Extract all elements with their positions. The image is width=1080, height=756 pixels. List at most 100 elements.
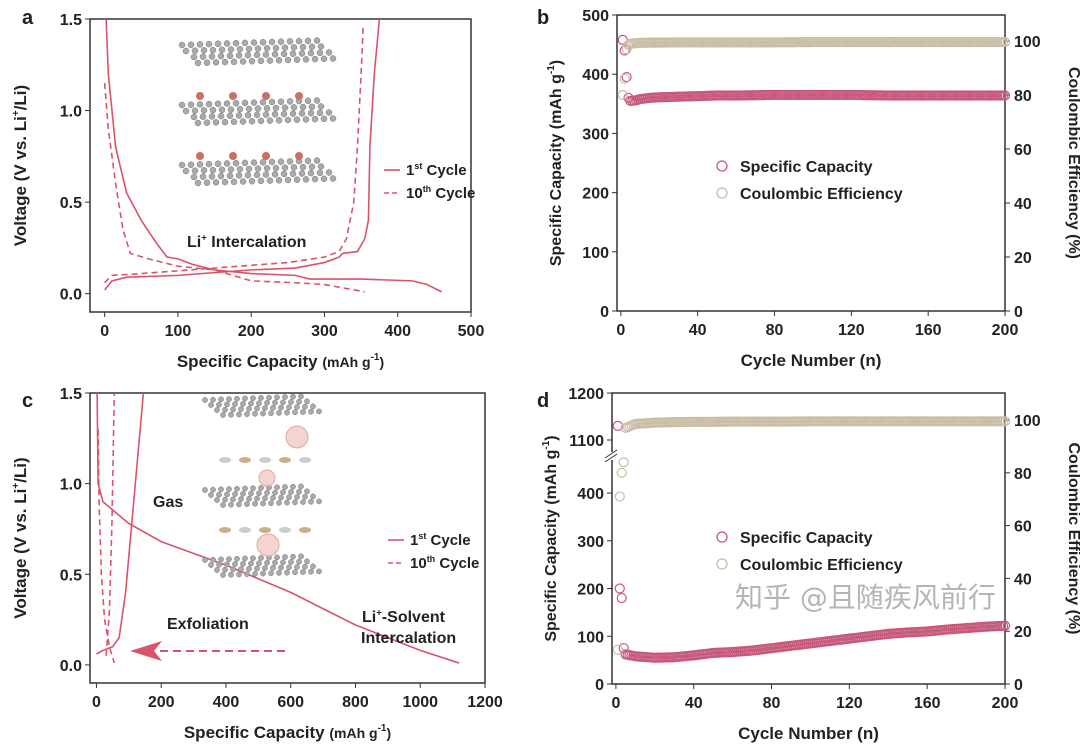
graphene-atom (302, 563, 308, 570)
graphene-atom (222, 406, 228, 413)
graphene-atom (221, 58, 229, 66)
x-tick-label: 160 (915, 322, 942, 339)
graphene-atom (320, 175, 328, 183)
annotation-exfoliation: Exfoliation (167, 616, 249, 633)
graphene-atom (226, 172, 234, 180)
curve-1st-cycle (96, 392, 145, 655)
graphene-atom (284, 56, 292, 64)
graphene-atom (298, 50, 306, 57)
graphene-atom (302, 116, 310, 123)
graphene-atom (254, 165, 262, 172)
graphene-atom (290, 164, 298, 171)
graphene-atom (310, 403, 316, 410)
y-axis-label: Voltage (V vs. Li+/Li) (11, 85, 30, 246)
y-tick-label: 1.5 (60, 386, 82, 403)
x-axis-label: Specific Capacity (mAh g-1) (184, 723, 391, 742)
x-tick-label: 600 (277, 694, 304, 711)
graphene-atom (260, 410, 266, 417)
axis-break-mark (604, 453, 618, 463)
annotation-li-intercalation: Li+ Intercalation (187, 233, 306, 251)
graphene-atom (320, 55, 328, 63)
lithium-ion (196, 152, 204, 160)
graphene-atom (253, 171, 261, 179)
graphene-atom (182, 47, 190, 55)
graphene-atom (218, 166, 226, 174)
graphene-atom (296, 398, 302, 405)
ce-point (612, 644, 623, 655)
graphene-atom (268, 500, 274, 507)
graphene-atom (313, 157, 321, 164)
graphene-atom (307, 49, 315, 57)
graphene-atom (223, 100, 231, 107)
graphene-atom (299, 43, 307, 51)
graphene-atom (194, 179, 202, 187)
graphene-atom (311, 55, 319, 63)
plot-frame (611, 392, 1006, 685)
x-tick-label: 1000 (402, 694, 438, 711)
graphene-atom (187, 41, 195, 48)
panel-label: a (22, 7, 34, 29)
curve-1st-cycle (105, 18, 443, 293)
graphene-atom (280, 559, 286, 566)
graphene-atom (289, 170, 297, 177)
graphene-atom (317, 43, 325, 50)
y-axis-label: Specific Capacity (mAh g-1) (546, 60, 565, 266)
y2-tick-label: 100 (1014, 413, 1041, 430)
graphene-atom (292, 409, 298, 416)
graphene-atom (236, 105, 244, 113)
graphene-atom (214, 40, 222, 48)
graphene-atom (289, 110, 297, 117)
graphene-atom (272, 399, 278, 406)
graphene-atom (298, 393, 304, 400)
graphene-atom (200, 167, 208, 174)
graphene-atom (272, 104, 280, 112)
graphene-atom (242, 485, 248, 492)
x-tick-label: 200 (992, 322, 1019, 339)
graphene-atom (292, 499, 298, 506)
graphene-atom (308, 498, 314, 505)
x-tick-label: 800 (342, 694, 369, 711)
x-tick-label: 300 (311, 323, 338, 340)
graphene-atom (304, 398, 310, 405)
x-tick-label: 40 (689, 322, 707, 339)
graphene-atom (232, 491, 238, 497)
solvent-molecule (299, 527, 311, 533)
x-axis-label: Cycle Number (n) (738, 724, 879, 743)
graphene-atom (220, 572, 226, 578)
y-tick-label: 300 (577, 534, 604, 551)
x-tick-label: 120 (836, 695, 863, 712)
graphene-atom (190, 53, 198, 61)
solvent-molecule (239, 457, 251, 463)
graphene-atom (210, 556, 216, 563)
graphene-atom (248, 177, 256, 185)
graphene-atom (199, 113, 207, 120)
graphene-atom (259, 39, 267, 46)
graphene-atom (293, 116, 301, 123)
graphene-atom (194, 59, 202, 67)
graphene-atom (236, 571, 242, 578)
graphene-atom (196, 41, 204, 48)
graphene-atom (272, 489, 278, 496)
lithium-ion (229, 92, 237, 100)
graphene-atom (277, 158, 285, 165)
graphene-atom (257, 57, 265, 65)
legend-marker (716, 531, 728, 543)
graphene-atom (294, 494, 300, 500)
graphene-atom (266, 57, 274, 64)
x-tick-label: 1200 (467, 694, 503, 711)
graphene-atom (254, 45, 262, 52)
graphene-atom (182, 107, 190, 115)
graphene-atom (178, 101, 186, 109)
graphene-atom (217, 172, 225, 180)
capacity-point (614, 583, 625, 594)
graphene-atom (304, 97, 312, 105)
graphene-atom (262, 495, 268, 502)
graphene-atom (227, 106, 235, 113)
x-tick-label: 200 (992, 695, 1019, 712)
graphene-atom (300, 499, 306, 505)
graphene-atom (227, 166, 235, 173)
graphene-atom (268, 158, 276, 166)
graphene-atom (236, 411, 242, 418)
graphene-atom (252, 410, 258, 417)
